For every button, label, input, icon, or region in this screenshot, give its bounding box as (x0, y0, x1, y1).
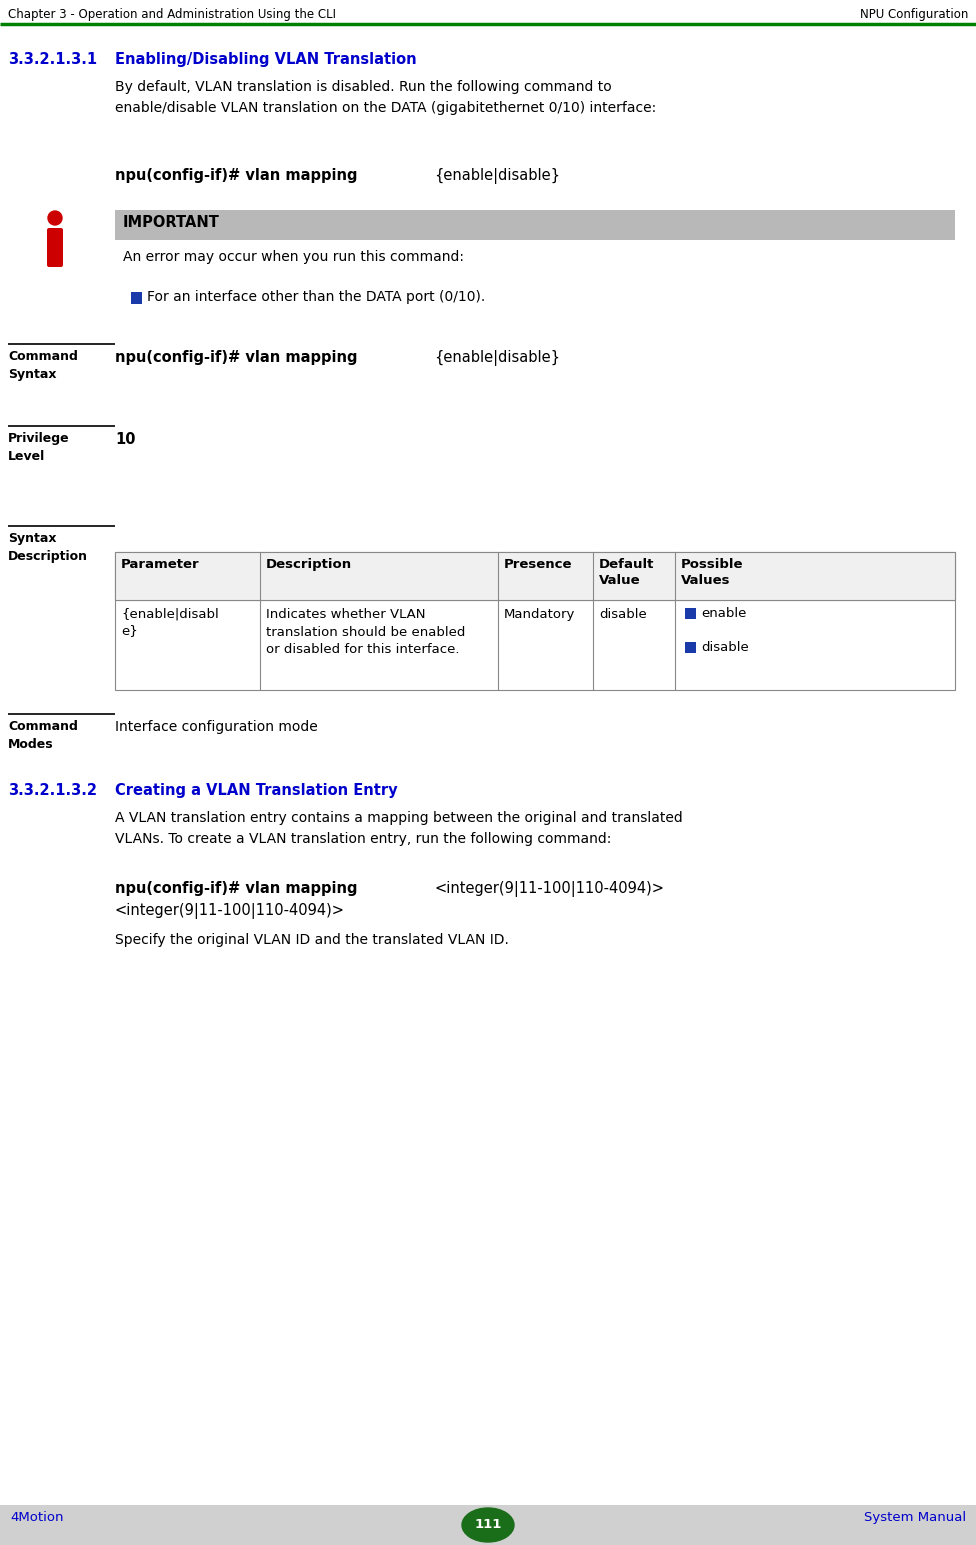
Text: Specify the original VLAN ID and the translated VLAN ID.: Specify the original VLAN ID and the tra… (115, 933, 508, 947)
Text: Command
Syntax: Command Syntax (8, 351, 78, 382)
Text: NPU Configuration: NPU Configuration (860, 8, 968, 22)
Bar (131, 292, 142, 304)
Text: disable: disable (599, 609, 647, 621)
Text: Enabling/Disabling VLAN Translation: Enabling/Disabling VLAN Translation (115, 53, 417, 66)
Text: 111: 111 (474, 1519, 502, 1531)
Text: <integer(9|11-100|110-4094)>: <integer(9|11-100|110-4094)> (434, 881, 665, 898)
Ellipse shape (462, 1508, 514, 1542)
Text: 4Motion: 4Motion (10, 1511, 63, 1523)
Text: Default
Value: Default Value (599, 558, 654, 587)
Text: Parameter: Parameter (121, 558, 200, 572)
Text: 3.3.2.1.3.1: 3.3.2.1.3.1 (8, 53, 98, 66)
Text: npu(config-if)# vlan mapping: npu(config-if)# vlan mapping (115, 168, 363, 182)
Text: Possible
Values: Possible Values (681, 558, 744, 587)
Text: Presence: Presence (504, 558, 573, 572)
Text: Indicates whether VLAN
translation should be enabled
or disabled for this interf: Indicates whether VLAN translation shoul… (266, 609, 466, 657)
Text: npu(config-if)# vlan mapping: npu(config-if)# vlan mapping (115, 881, 363, 896)
Text: Creating a VLAN Translation Entry: Creating a VLAN Translation Entry (115, 783, 397, 799)
Text: IMPORTANT: IMPORTANT (123, 215, 220, 230)
Text: disable: disable (701, 641, 749, 654)
Bar (115, 210, 955, 239)
Text: For an interface other than the DATA port (0/10).: For an interface other than the DATA por… (147, 290, 485, 304)
Text: Mandatory: Mandatory (504, 609, 576, 621)
Text: System Manual: System Manual (864, 1511, 966, 1523)
Text: npu(config-if)# vlan mapping: npu(config-if)# vlan mapping (115, 351, 363, 365)
Text: Chapter 3 - Operation and Administration Using the CLI: Chapter 3 - Operation and Administration… (8, 8, 336, 22)
Ellipse shape (48, 212, 62, 226)
Text: {enable|disabl
e}: {enable|disabl e} (121, 609, 219, 638)
Text: Syntax
Description: Syntax Description (8, 531, 88, 562)
Text: An error may occur when you run this command:: An error may occur when you run this com… (123, 250, 464, 264)
Text: <integer(9|11-100|110-4094)>: <integer(9|11-100|110-4094)> (115, 902, 345, 919)
Text: Command
Modes: Command Modes (8, 720, 78, 751)
Text: {enable|disable}: {enable|disable} (434, 351, 560, 366)
Bar (0, 1505, 976, 1545)
FancyBboxPatch shape (47, 229, 63, 267)
Text: Description: Description (266, 558, 352, 572)
Bar (115, 552, 955, 691)
Bar (115, 552, 955, 599)
Text: Privilege
Level: Privilege Level (8, 433, 69, 463)
Bar (685, 609, 696, 620)
Text: By default, VLAN translation is disabled. Run the following command to
enable/di: By default, VLAN translation is disabled… (115, 80, 656, 114)
Text: {enable|disable}: {enable|disable} (434, 168, 560, 184)
Text: 3.3.2.1.3.2: 3.3.2.1.3.2 (8, 783, 97, 799)
Text: A VLAN translation entry contains a mapping between the original and translated
: A VLAN translation entry contains a mapp… (115, 811, 683, 845)
Bar (685, 643, 696, 654)
Text: 10: 10 (115, 433, 136, 447)
Text: enable: enable (701, 607, 747, 620)
Text: Interface configuration mode: Interface configuration mode (115, 720, 318, 734)
